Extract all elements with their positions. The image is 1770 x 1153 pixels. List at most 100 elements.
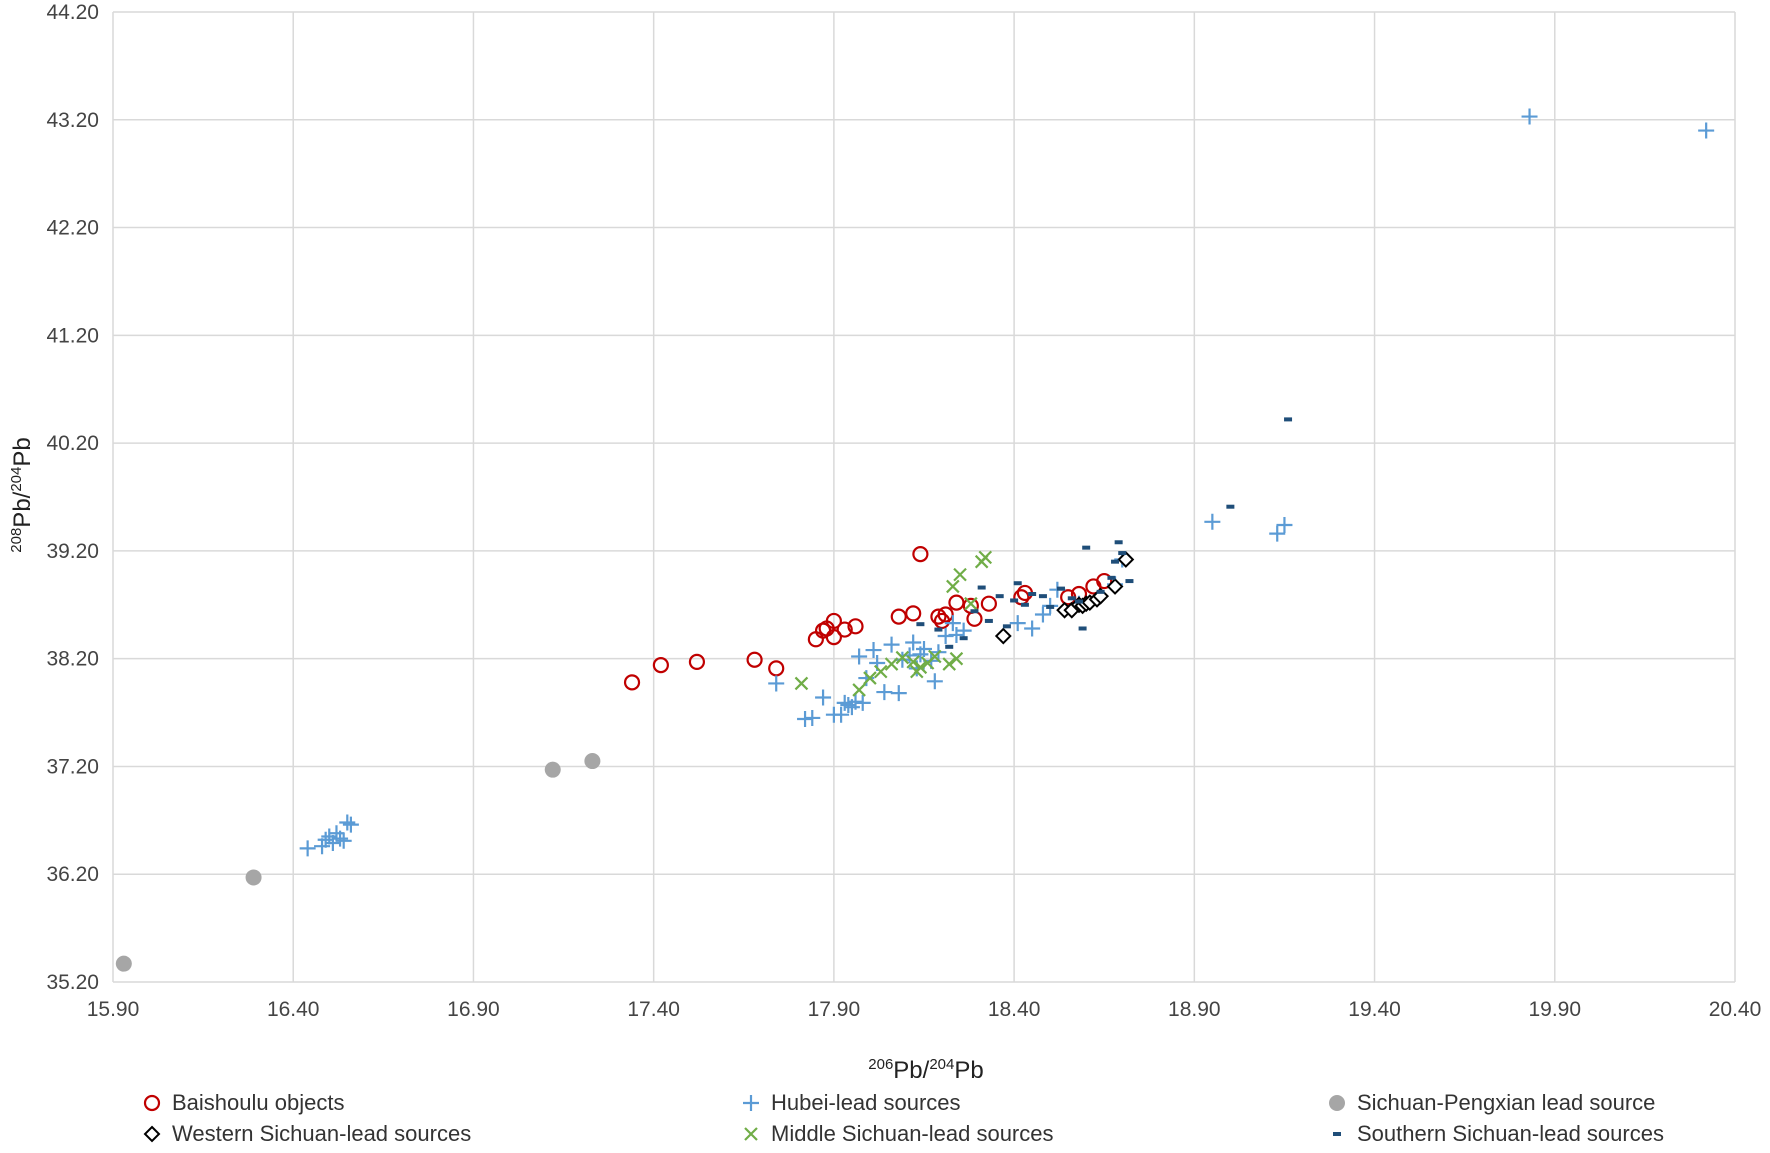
data-point [970,609,979,614]
data-point [847,618,864,635]
data-point [884,657,899,671]
data-point [321,828,338,845]
y-tick-label: 40.20 [46,432,99,455]
data-point [994,627,1012,645]
data-point [863,671,877,685]
x-axis-title: 206Pb/204Pb [868,1056,983,1084]
data-point [873,664,888,679]
data-point [852,683,866,697]
data-point [1114,540,1123,545]
x-tick-label: 19.40 [1348,998,1401,1021]
data-point [1002,624,1011,629]
data-point [1074,599,1083,604]
legend-label: Sichuan-Pengxian lead source [1357,1090,1655,1115]
data-point [942,657,957,671]
data-point [906,655,920,669]
y-tick-label: 38.20 [46,648,99,671]
tick-labels: 15.90 16.40 16.90 17.40 17.90 18.40 18.90 19.40… [46,1,1761,1021]
data-point [339,814,356,831]
data-point [314,838,331,855]
data-point [944,615,961,632]
data-point [964,596,978,611]
x-axis-title-sup2: 204 [929,1056,954,1073]
data-point [1046,604,1055,609]
legend-label: Hubei-lead sources [771,1090,961,1115]
x-tick-label: 15.90 [87,998,140,1021]
series-western-sichuan-lead-sources [994,551,1135,645]
legend-item: Southern Sichuan-lead sources [1333,1121,1664,1146]
y-axis-title-sup2: 204 [8,467,25,492]
data-point [1067,596,1076,601]
data-point [1009,615,1026,632]
data-point [1078,626,1087,631]
data-point [1038,594,1047,599]
y-tick-label: 36.20 [46,863,99,886]
legend-marker [1329,1095,1345,1111]
y-tick-label: 41.20 [46,324,99,347]
data-point [946,579,960,594]
data-point [1111,559,1120,564]
x-tick-label: 20.40 [1709,998,1762,1021]
data-point [652,657,669,674]
y-axis-title-sup1: 208 [8,528,25,553]
legend-marker [143,1125,161,1143]
data-point [930,608,947,625]
data-point [1118,551,1127,556]
data-point [890,685,907,702]
legend-item: Sichuan-Pengxian lead source [1329,1090,1655,1115]
data-point [955,622,972,639]
x-axis-title-base2: Pb [954,1057,983,1084]
data-point [1020,602,1029,607]
series-baishoulu-objects [623,546,1113,691]
data-point [995,594,1004,599]
legend-marker [1333,1132,1341,1136]
data-point [299,840,316,857]
data-point [840,697,857,714]
data-point [115,955,132,972]
data-point [978,550,993,565]
data-point [1013,581,1022,586]
legend-label: Southern Sichuan-lead sources [1357,1121,1664,1146]
data-point [804,709,821,726]
data-point [912,546,929,563]
data-point [977,585,986,590]
y-tick-label: 42.20 [46,217,99,240]
x-axis-title-base1: Pb/ [893,1057,929,1084]
data-point [245,869,262,886]
data-point [1269,525,1286,542]
data-point [905,634,922,651]
data-point [746,651,763,668]
data-point [794,676,809,691]
series-sichuan-pengxian-lead-source [115,753,601,972]
data-point [332,830,349,847]
x-tick-label: 18.40 [988,998,1041,1021]
data-point [833,706,850,723]
data-point [959,636,968,641]
data-point [1024,620,1041,637]
x-tick-label: 19.90 [1528,998,1581,1021]
series-southern-sichuan-lead-sources [916,417,1293,649]
data-point [1284,417,1293,422]
legend-marker [143,1094,161,1112]
data-point [825,629,842,646]
data-point [916,640,932,657]
data-point [317,831,334,848]
legend: Baishoulu objects Hubei-lead sources Sichu… [143,1090,1664,1146]
data-point [584,753,601,770]
data-point [865,642,882,659]
data-point [1107,575,1116,580]
y-axis-title: 208Pb/204Pb [8,437,36,552]
data-point [815,689,832,706]
legend-label: Baishoulu objects [172,1090,344,1115]
data-point [883,636,900,653]
data-point [544,761,561,778]
legend-item: Western Sichuan-lead sources [143,1121,471,1146]
data-point [342,816,359,833]
data-point [858,670,875,687]
data-point [1082,545,1091,550]
data-point [1698,122,1715,139]
data-point [335,832,352,849]
legend-item: Middle Sichuan-lead sources [744,1121,1054,1146]
data-point [1034,606,1051,623]
